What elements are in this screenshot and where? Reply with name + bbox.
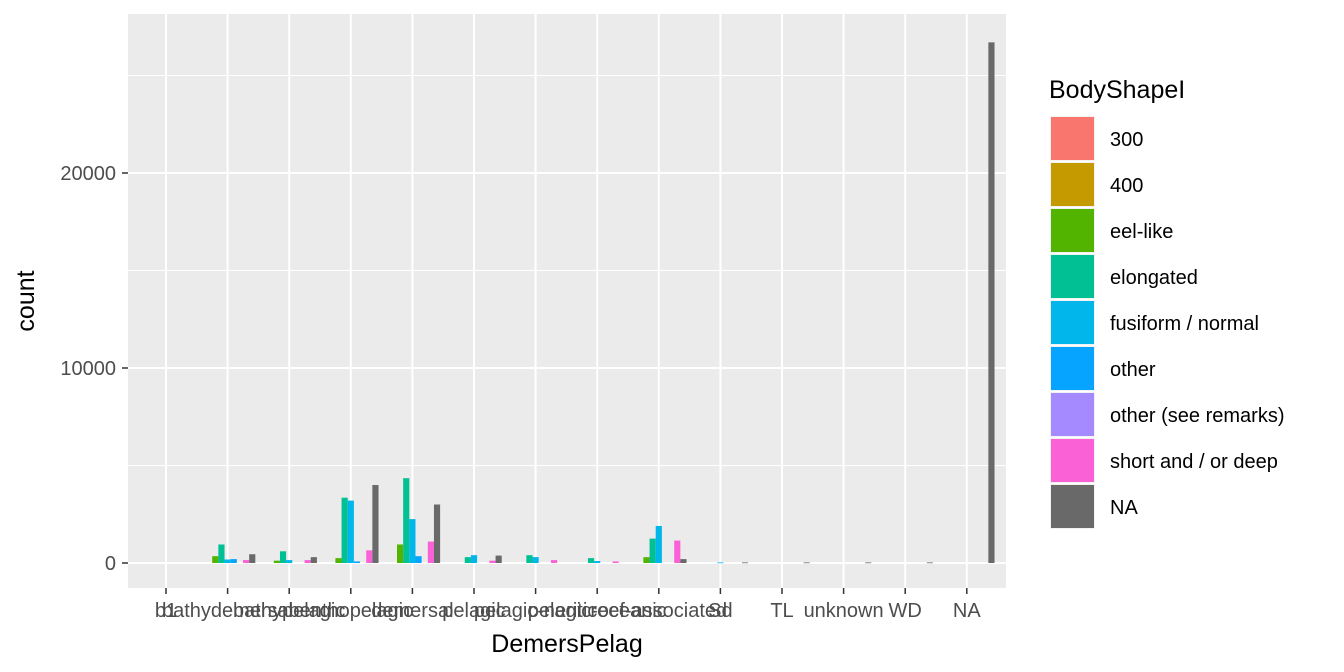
bar xyxy=(279,551,287,563)
x-axis-title: DemersPelag xyxy=(491,630,642,658)
bar xyxy=(372,485,379,563)
bar xyxy=(655,525,662,563)
x-tick-label: reef-associated xyxy=(590,600,727,622)
legend-label: fusiform / normal xyxy=(1110,313,1259,335)
bar xyxy=(865,562,872,564)
bar xyxy=(353,561,361,563)
legend-title: BodyShapeI xyxy=(1049,76,1185,104)
bar xyxy=(649,538,656,563)
bar xyxy=(249,554,256,563)
bars xyxy=(212,42,995,564)
bar xyxy=(409,519,416,563)
bar xyxy=(988,42,995,564)
x-tick-label: Sd xyxy=(708,600,732,622)
bar xyxy=(230,559,237,563)
x-tick-label: bathypelagic xyxy=(233,600,345,622)
bar xyxy=(470,555,478,563)
legend-label: short and / or deep xyxy=(1110,451,1278,473)
x-tick-label: WD xyxy=(889,600,922,622)
bar xyxy=(464,557,471,563)
legend-key xyxy=(1051,439,1094,482)
y-tick-label: 0 xyxy=(105,553,116,575)
bar xyxy=(674,540,681,563)
bar xyxy=(341,497,348,563)
x-tick-label: pelagic-oceanic xyxy=(528,600,667,622)
legend-label: 300 xyxy=(1110,129,1143,151)
bar xyxy=(212,556,219,563)
legend-key xyxy=(1051,485,1094,528)
legend-key xyxy=(1051,163,1094,206)
bar xyxy=(594,561,601,563)
bar xyxy=(335,558,342,563)
bar xyxy=(926,562,933,564)
bar xyxy=(273,560,280,563)
bar xyxy=(397,544,404,563)
bar xyxy=(243,560,250,563)
bar xyxy=(680,559,687,563)
bar xyxy=(643,557,650,563)
legend-key xyxy=(1051,255,1094,298)
bar xyxy=(310,557,317,563)
legend-label: eel-like xyxy=(1110,221,1173,243)
bar xyxy=(532,557,539,563)
legend-key xyxy=(1051,301,1094,344)
bar xyxy=(551,560,558,563)
x-tick-label: b1 xyxy=(155,600,177,622)
bar xyxy=(433,504,441,563)
bar xyxy=(304,560,311,563)
legend-key xyxy=(1051,209,1094,252)
bar xyxy=(366,550,373,563)
y-axis-title: count xyxy=(12,270,40,331)
bar xyxy=(286,560,293,563)
legend-label: 400 xyxy=(1110,175,1143,197)
legend-label: other xyxy=(1110,359,1156,381)
bar xyxy=(587,558,595,563)
legend-label: NA xyxy=(1110,497,1138,519)
bar xyxy=(489,560,496,563)
legend-label: other (see remarks) xyxy=(1110,405,1285,427)
y-axis: 0 10000 20000 xyxy=(60,163,128,575)
legend-key xyxy=(1051,347,1094,390)
x-tick-label: benthopelagic xyxy=(289,600,414,622)
y-tick-label: 10000 xyxy=(60,358,116,380)
bar xyxy=(495,555,502,563)
major-gridlines xyxy=(128,14,1006,588)
bar xyxy=(526,555,533,563)
x-axis: b1bathydemersalbathypelagicbenthopelagic… xyxy=(155,588,981,622)
x-tick-label: demersal xyxy=(371,600,453,622)
bar xyxy=(803,562,810,564)
y-tick-label: 20000 xyxy=(60,163,116,185)
bar xyxy=(224,559,231,563)
x-tick-label: unknown xyxy=(804,600,884,622)
x-tick-label: NA xyxy=(953,600,981,622)
x-tick-label: pelagic-neritic xyxy=(474,600,597,622)
bar xyxy=(741,562,749,564)
x-tick-label: pelagic xyxy=(442,600,505,622)
legend-label: elongated xyxy=(1110,267,1198,289)
bar xyxy=(612,561,619,563)
minor-gridlines xyxy=(128,75,1006,466)
bar xyxy=(415,556,422,563)
x-tick-label: TL xyxy=(770,600,793,622)
x-tick-label: bathydemersal xyxy=(162,600,293,622)
legend: BodyShapeI 300 400 eel-like elongated fusifo… xyxy=(1049,76,1285,529)
bar xyxy=(427,541,434,563)
bar xyxy=(347,500,354,563)
bar xyxy=(218,544,225,563)
legend-key xyxy=(1051,393,1094,436)
plot-panel xyxy=(128,14,1006,588)
legend-key xyxy=(1051,117,1094,160)
bar xyxy=(403,478,410,563)
bar xyxy=(717,562,724,564)
